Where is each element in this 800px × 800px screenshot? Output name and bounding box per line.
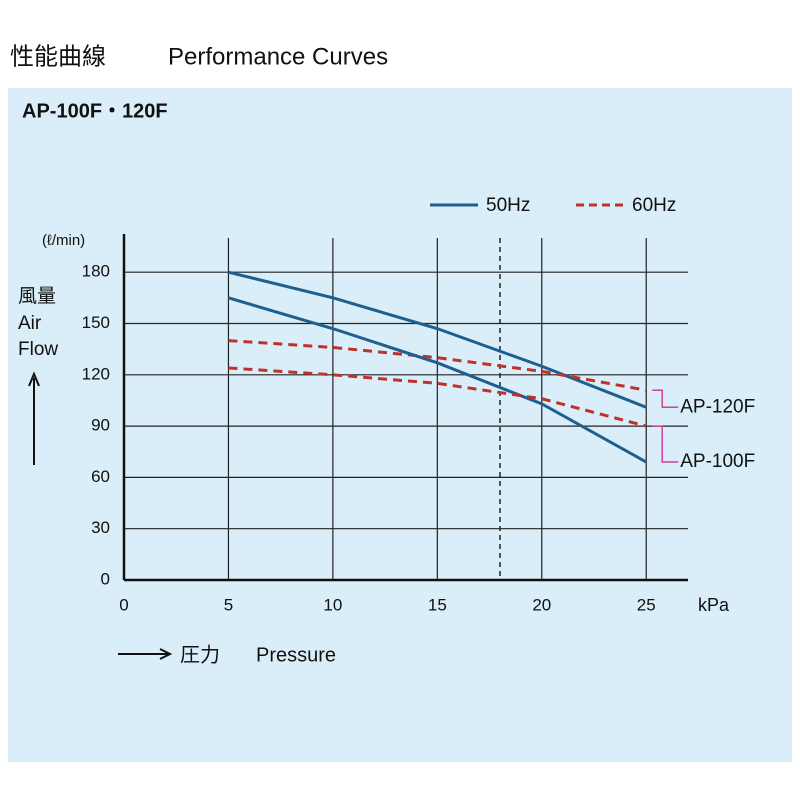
panel <box>8 88 792 762</box>
x-label-en: Pressure <box>256 644 336 666</box>
y-arrow <box>28 371 40 465</box>
chart-title: 性能曲線 <box>10 43 106 70</box>
curve <box>228 296 647 464</box>
curve <box>228 366 647 428</box>
x-tick-label: 5 <box>224 595 233 614</box>
model-bracket <box>652 389 679 409</box>
x-unit: kPa <box>698 595 730 615</box>
y-label: Air <box>18 313 42 334</box>
legend-label: 50Hz <box>486 195 530 216</box>
curve <box>228 339 647 392</box>
y-tick-label: 120 <box>82 364 110 383</box>
model-label: AP-100F <box>680 451 755 472</box>
x-tick-label: 0 <box>119 595 128 614</box>
y-tick-label: 180 <box>82 262 110 281</box>
y-tick-label: 90 <box>91 416 110 435</box>
y-label: 風量 <box>18 286 56 307</box>
x-tick-label: 15 <box>428 595 447 614</box>
y-tick-label: 30 <box>91 518 110 537</box>
x-label: 圧力 <box>180 643 220 666</box>
y-tick-label: 0 <box>101 569 110 588</box>
chart-title-en: Performance Curves <box>168 43 388 70</box>
model-label: AP-120F <box>680 396 755 417</box>
x-tick-label: 20 <box>532 595 551 614</box>
y-tick-label: 60 <box>91 467 110 486</box>
curve <box>228 270 647 409</box>
legend-label: 60Hz <box>632 195 676 216</box>
x-arrow <box>118 648 173 660</box>
chart-subtitle: AP-100F・120F <box>22 100 168 122</box>
y-label: Flow <box>18 339 58 360</box>
x-tick-label: 10 <box>323 595 342 614</box>
x-tick-label: 25 <box>637 595 656 614</box>
model-bracket <box>652 425 679 463</box>
y-tick-label: 150 <box>82 313 110 332</box>
y-unit: (ℓ/min) <box>42 232 85 249</box>
